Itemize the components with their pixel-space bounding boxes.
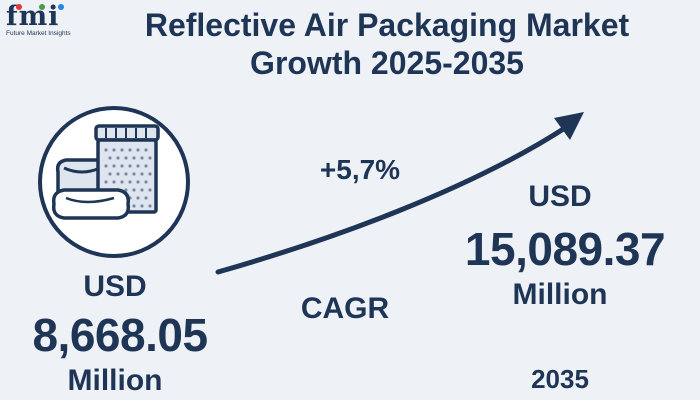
cagr-label: CAGR — [300, 292, 390, 325]
start-currency: USD — [83, 270, 147, 303]
logo-dot-blue — [58, 4, 64, 10]
logo-mark: fmi — [6, 1, 78, 32]
logo-dot-green — [39, 4, 45, 10]
packaging-icon — [36, 104, 192, 260]
logo-tagline: Future Market Insights — [6, 30, 71, 37]
start-unit: Million — [67, 364, 163, 397]
end-currency: USD — [528, 180, 592, 213]
cagr-value: +5,7% — [319, 154, 401, 185]
air-pillow-front-icon — [51, 188, 131, 220]
logo-mark-text: fmi — [6, 1, 60, 32]
title-line-1: Reflective Air Packaging Market — [144, 7, 630, 43]
end-value: 15,089.37 — [464, 223, 666, 275]
arrow-head-icon — [554, 112, 584, 140]
title-line-2: Growth 2025-2035 — [250, 45, 524, 81]
end-unit: Million — [512, 278, 608, 311]
start-value: 8,668.05 — [32, 309, 208, 361]
page-title: Reflective Air Packaging Market Growth 2… — [82, 6, 692, 82]
fmi-logo: fmi Future Market Insights — [6, 1, 78, 40]
pillow-crease — [65, 196, 115, 204]
end-year: 2035 — [531, 364, 589, 394]
logo-dot-red — [16, 4, 22, 10]
packaging-illustration — [38, 106, 190, 258]
